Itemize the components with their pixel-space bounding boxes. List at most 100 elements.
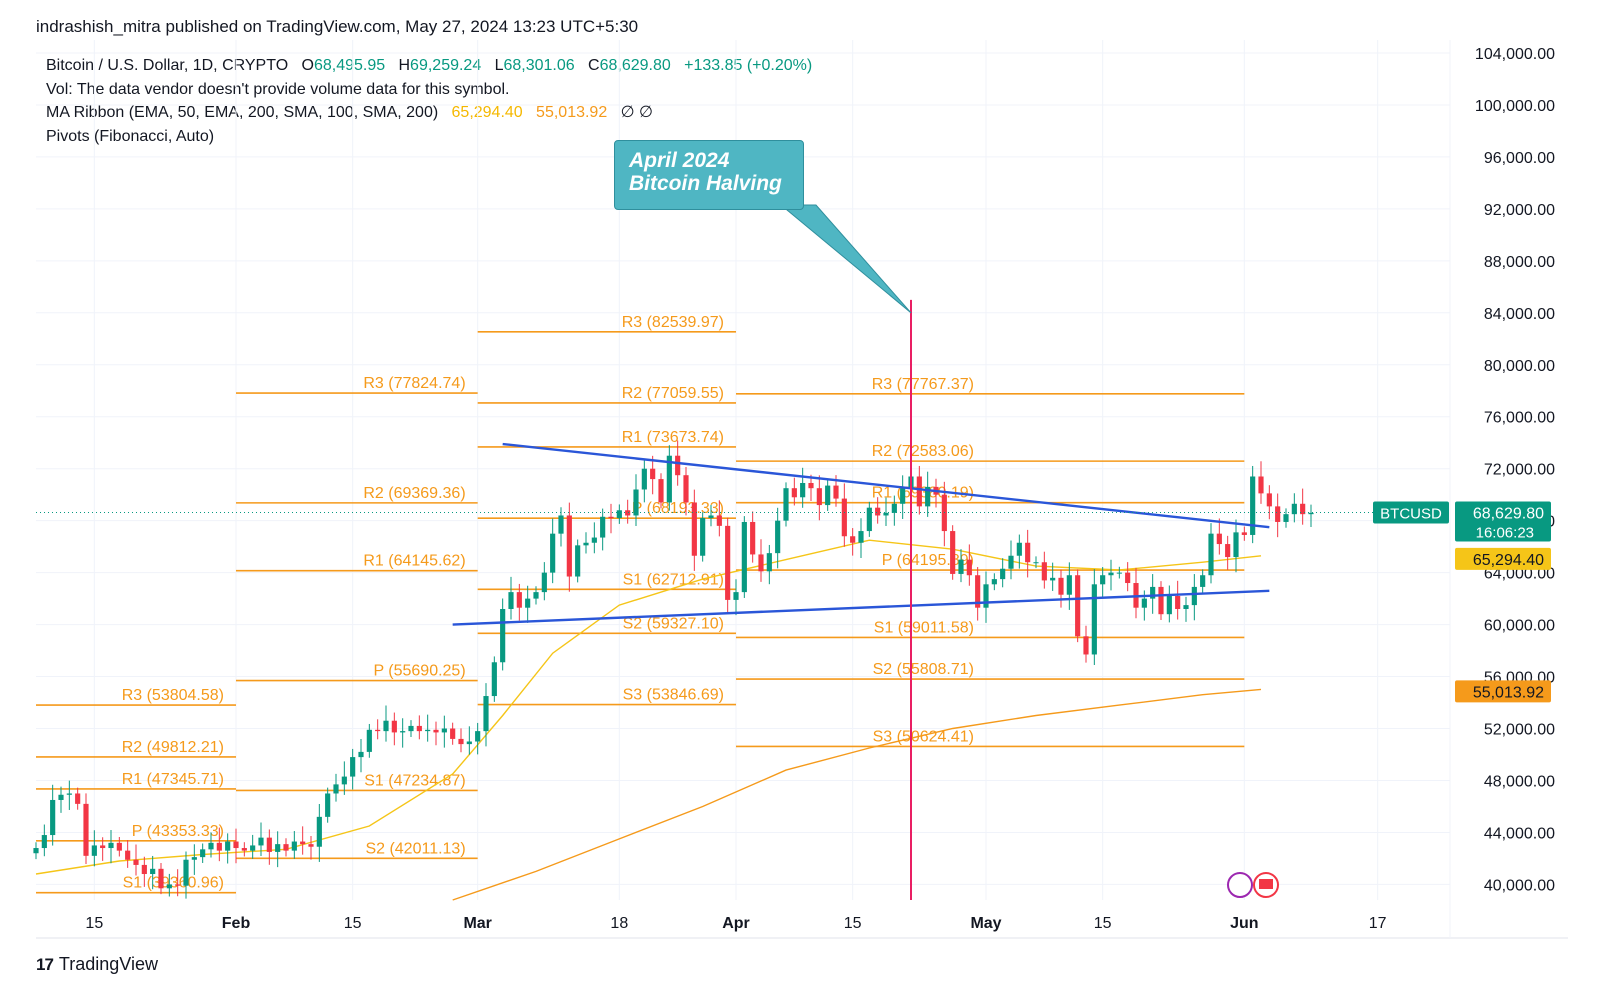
candle-body xyxy=(641,468,647,490)
candle-body xyxy=(875,507,881,516)
candle xyxy=(150,855,156,890)
corner-icons xyxy=(1227,872,1279,898)
candle-body xyxy=(491,662,497,697)
candle-body xyxy=(1083,636,1089,655)
candle xyxy=(1150,574,1156,614)
candle xyxy=(491,656,497,702)
candle xyxy=(158,862,164,895)
current-price-tag xyxy=(1455,501,1551,542)
candle-body xyxy=(1191,586,1197,606)
footer-brand[interactable]: 17 TradingView xyxy=(36,954,158,975)
candle xyxy=(725,517,731,613)
candle-body xyxy=(383,720,389,732)
price-axis: 104,000.00 100,000.00 96,000.00 92,000.00 88… xyxy=(1475,46,1555,894)
candle xyxy=(1208,523,1214,584)
candle xyxy=(466,726,472,755)
candle-body xyxy=(1216,533,1222,545)
pivot-label: R3 (53804.58) xyxy=(122,687,224,704)
candle xyxy=(966,544,972,586)
sma-price-tag xyxy=(1455,680,1551,703)
candle-body xyxy=(1241,532,1247,535)
candle xyxy=(775,507,781,569)
candle xyxy=(1033,556,1039,569)
btcusd-symbol-text: BTCUSD xyxy=(1380,505,1442,522)
candle-body xyxy=(1225,544,1231,558)
pivot-label: S3 (50624.41) xyxy=(873,728,974,745)
candle-body xyxy=(358,751,364,758)
candle-body xyxy=(750,521,756,555)
volume-line[interactable]: Vol: The data vendor doesn't provide vol… xyxy=(46,80,510,98)
candle-body xyxy=(650,468,656,480)
y-tick-label: 60,000.00 xyxy=(1484,618,1555,635)
y-tick-label: 64,000.00 xyxy=(1484,566,1555,583)
y-tick-label: 88,000.00 xyxy=(1484,254,1555,271)
candle xyxy=(316,803,322,862)
candle xyxy=(400,718,406,748)
candle-body xyxy=(1233,532,1239,558)
candle-body xyxy=(591,537,597,543)
y-tick-label: 96,000.00 xyxy=(1484,150,1555,167)
candle-body xyxy=(516,592,522,608)
candle xyxy=(658,473,664,509)
x-tick-label: Jun xyxy=(1230,915,1258,932)
candle xyxy=(566,502,572,592)
candle xyxy=(983,571,989,623)
candle xyxy=(300,826,306,855)
ema50-price-text: 65,294.40 xyxy=(1473,552,1544,569)
candle-body xyxy=(558,515,564,534)
candle xyxy=(825,479,831,511)
y-tick-label: 48,000.00 xyxy=(1484,773,1555,790)
candle xyxy=(525,585,531,623)
pivots-line[interactable]: Pivots (Fibonacci, Auto) xyxy=(46,127,215,145)
candle-body xyxy=(775,520,781,554)
candle-body xyxy=(1300,503,1306,515)
candle xyxy=(183,851,189,899)
candle xyxy=(741,516,747,598)
pivot-label: P (55690.25) xyxy=(373,663,465,680)
candle xyxy=(1166,585,1172,623)
candle-body xyxy=(308,844,314,847)
candle-body xyxy=(566,515,572,577)
candle xyxy=(758,539,764,582)
high-value: 69,259.24 xyxy=(410,57,482,74)
candle xyxy=(383,705,389,742)
flash-icon xyxy=(1227,872,1253,898)
candle-body xyxy=(1250,476,1256,535)
candle-body xyxy=(116,842,122,851)
ma-na-values: ∅ ∅ xyxy=(620,104,653,121)
candle-body xyxy=(675,455,681,476)
candle-body xyxy=(300,841,306,845)
candle-body xyxy=(216,842,222,851)
candle xyxy=(1058,569,1064,608)
candle-body xyxy=(208,842,214,850)
pivot-label: R1 (69380.19) xyxy=(872,485,974,502)
candle-body xyxy=(725,525,731,600)
candle xyxy=(83,793,89,865)
x-tick-label: 15 xyxy=(844,915,862,932)
candle xyxy=(1183,596,1189,622)
change-value: +133.85 (+0.20%) xyxy=(684,57,813,74)
candle xyxy=(650,455,656,495)
y-tick-label: 76,000.00 xyxy=(1484,410,1555,427)
candle xyxy=(583,532,589,554)
symbol-label[interactable]: Bitcoin / U.S. Dollar, 1D, CRYPTO xyxy=(46,57,289,74)
candle-body xyxy=(91,845,97,856)
halving-callout[interactable]: April 2024 Bitcoin Halving xyxy=(614,140,804,210)
ma-ribbon-line[interactable]: MA Ribbon (EMA, 50, EMA, 200, SMA, 100, … xyxy=(46,101,812,125)
candle-body xyxy=(616,510,622,519)
candle-body xyxy=(291,841,297,851)
candle xyxy=(1083,625,1089,663)
candle-body xyxy=(991,579,997,585)
candle-body xyxy=(391,720,397,733)
candle xyxy=(1116,566,1122,579)
candle xyxy=(1050,562,1056,591)
current-price-text: 68,629.80 xyxy=(1473,505,1544,522)
candle-body xyxy=(33,848,39,854)
y-tick-label: 100,000.00 xyxy=(1475,98,1555,115)
candle xyxy=(1200,569,1206,593)
candle-body xyxy=(883,512,889,516)
candle-body xyxy=(741,521,747,593)
close-label: C xyxy=(588,57,600,74)
tradingview-logo-icon: 17 xyxy=(36,954,54,974)
